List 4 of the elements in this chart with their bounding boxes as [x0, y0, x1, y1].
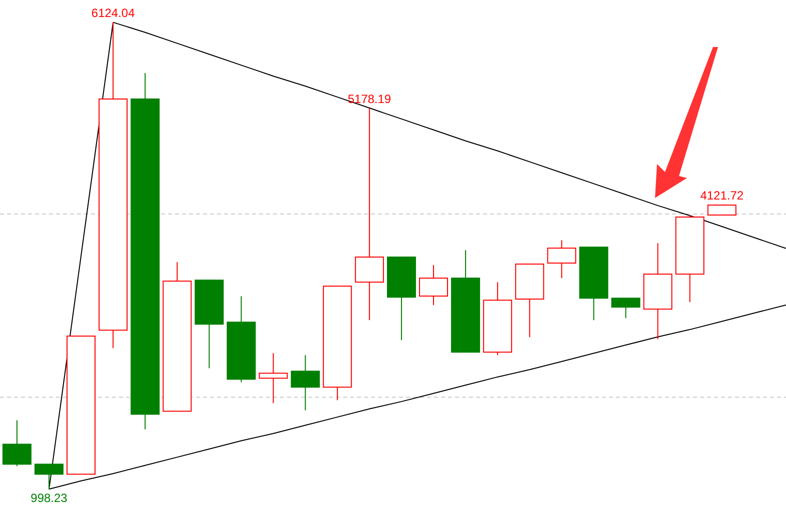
annotation: 998.23	[30, 491, 68, 506]
annotation: 5178.19	[348, 92, 392, 106]
annotation: 4121.72	[700, 188, 744, 202]
annotation: 6124.04	[91, 6, 136, 20]
